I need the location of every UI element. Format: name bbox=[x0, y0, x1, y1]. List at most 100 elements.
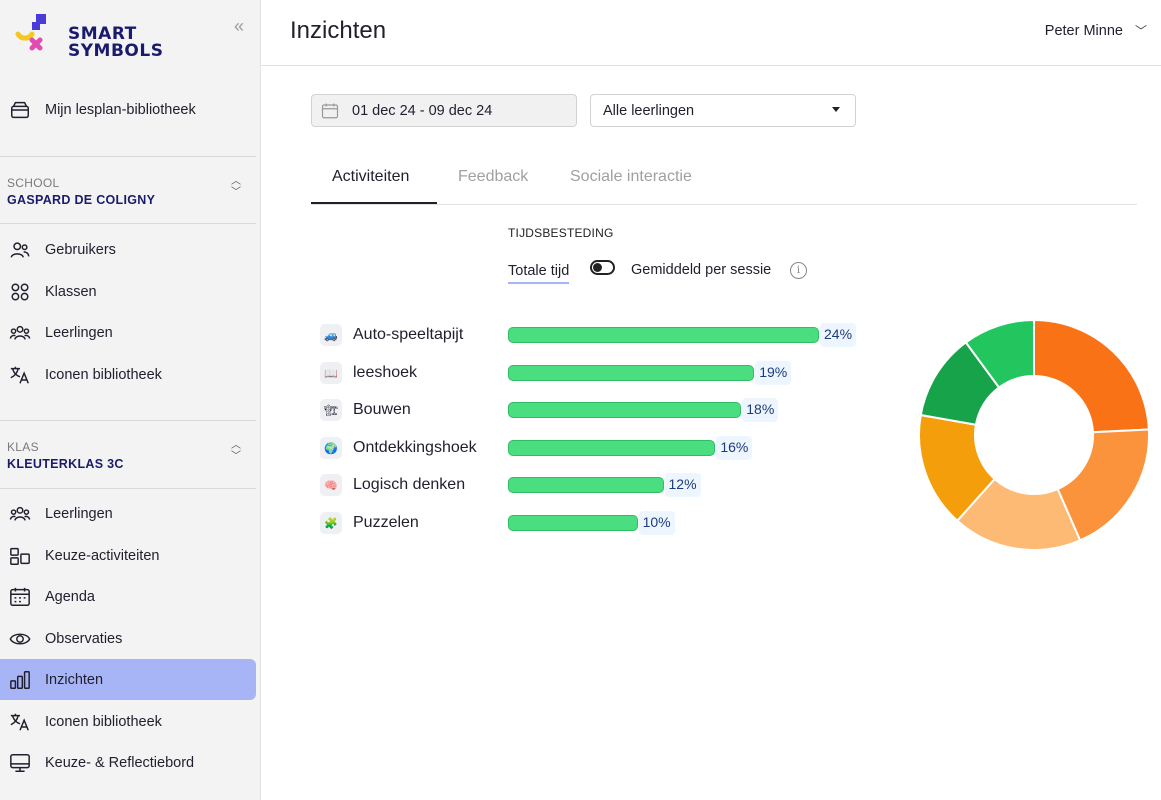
translate-icon bbox=[8, 363, 32, 387]
sidebar-item-observaties[interactable]: Observaties bbox=[0, 618, 256, 659]
bar-value-label: 24% bbox=[820, 323, 857, 347]
total-time-label[interactable]: Totale tijd bbox=[508, 263, 570, 284]
sidebar-item-iconen-klas[interactable]: Iconen bibliotheek bbox=[0, 701, 256, 742]
students-select-value: Alle leerlingen bbox=[603, 102, 695, 119]
logo-mark-icon bbox=[15, 14, 46, 51]
user-menu[interactable]: Peter Minne ﹀ bbox=[1045, 22, 1147, 39]
sidebar-item-label: Iconen bibliotheek bbox=[45, 713, 162, 730]
sidebar-item-label: Gebruikers bbox=[45, 241, 116, 258]
activity-label: Puzzelen bbox=[353, 514, 419, 531]
calendar-icon bbox=[8, 585, 32, 609]
date-range-picker[interactable]: 01 dec 24 - 09 dec 24 bbox=[311, 94, 577, 127]
date-range-value: 01 dec 24 - 09 dec 24 bbox=[352, 102, 493, 119]
tab-feedback[interactable]: Feedback bbox=[458, 168, 529, 185]
time-mode-toggle[interactable] bbox=[590, 260, 615, 275]
crane-icon: 🏗 bbox=[320, 399, 342, 421]
school-name: GASPARD DE COLIGNY bbox=[7, 193, 156, 207]
sidebar-item-gebruikers[interactable]: Gebruikers bbox=[0, 229, 256, 270]
bar-value-label: 19% bbox=[755, 361, 792, 385]
divider bbox=[0, 223, 256, 224]
grid-icon bbox=[8, 280, 32, 304]
bar bbox=[508, 402, 742, 418]
sidebar-item-label: Leerlingen bbox=[45, 505, 113, 522]
sidebar-item-label: Iconen bibliotheek bbox=[45, 366, 162, 383]
bar-value-label: 10% bbox=[638, 511, 675, 535]
school-selector[interactable]: SCHOOL GASPARD DE COLIGNY ︿ ﹀ bbox=[7, 176, 247, 207]
calendar-icon bbox=[321, 102, 339, 120]
bar-value-label: 16% bbox=[716, 436, 753, 460]
tab-sociale-interactie[interactable]: Sociale interactie bbox=[570, 168, 692, 185]
info-icon[interactable]: i bbox=[790, 262, 807, 279]
sidebar-item-label: Keuze-activiteiten bbox=[45, 547, 160, 564]
sidebar-item-inzichten[interactable]: Inzichten bbox=[0, 659, 256, 700]
sidebar-item-label: Leerlingen bbox=[45, 324, 113, 341]
time-donut-chart bbox=[918, 318, 1150, 551]
tabs-divider bbox=[311, 204, 1137, 205]
sidebar-item-label: Mijn lesplan-bibliotheek bbox=[45, 101, 196, 118]
header: Inzichten Peter Minne ﹀ bbox=[261, 0, 1161, 66]
group-icon bbox=[8, 321, 32, 345]
chevron-updown-icon[interactable]: ︿ ﹀ bbox=[231, 440, 241, 462]
translate-icon bbox=[8, 710, 32, 734]
bar bbox=[508, 327, 819, 343]
activity-label: Bouwen bbox=[353, 401, 411, 418]
monitor-icon bbox=[8, 751, 32, 775]
active-tab-indicator bbox=[311, 202, 437, 204]
tab-activiteiten[interactable]: Activiteiten bbox=[332, 168, 410, 185]
klas-selector[interactable]: KLAS KLEUTERKLAS 3C ︿ ﹀ bbox=[7, 440, 247, 471]
bar-value-label: 12% bbox=[664, 473, 701, 497]
chevron-down-icon[interactable]: ﹀ bbox=[1134, 24, 1147, 38]
sidebar-item-label: Klassen bbox=[45, 283, 97, 300]
sidebar-item-leerlingen-klas[interactable]: Leerlingen bbox=[0, 493, 256, 534]
group-icon bbox=[8, 502, 32, 526]
activity-label: Ontdekkingshoek bbox=[353, 439, 477, 456]
sidebar-item-keuze-activiteiten[interactable]: Keuze-activiteiten bbox=[0, 535, 256, 576]
activity-label: Auto-speeltapijt bbox=[353, 326, 464, 343]
divider bbox=[0, 488, 256, 489]
donut-slice-6[interactable] bbox=[964, 318, 1035, 389]
klas-name: KLEUTERKLAS 3C bbox=[7, 457, 124, 471]
divider bbox=[0, 156, 256, 157]
book-icon: 📖 bbox=[320, 362, 342, 384]
time-mode-toggle-row: Totale tijd Gemiddeld per sessie i bbox=[508, 260, 807, 284]
library-icon bbox=[8, 98, 32, 122]
car-icon: 🚙 bbox=[320, 324, 342, 346]
sidebar-item-klassen[interactable]: Klassen bbox=[0, 271, 256, 312]
bar bbox=[508, 440, 716, 456]
avg-per-session-label[interactable]: Gemiddeld per sessie bbox=[631, 262, 772, 278]
activity-label: leeshoek bbox=[353, 364, 418, 381]
collapse-sidebar-icon[interactable]: « bbox=[234, 16, 245, 36]
sidebar-item-label: Inzichten bbox=[45, 671, 104, 688]
section-caption: TIJDSBESTEDING bbox=[508, 226, 614, 240]
puzzle-icon: 🧩 bbox=[320, 512, 342, 534]
sidebar-item-label: Observaties bbox=[45, 630, 123, 647]
globe-icon: 🌍 bbox=[320, 437, 342, 459]
user-name: Peter Minne bbox=[1044, 22, 1123, 39]
activity-label: Logisch denken bbox=[353, 476, 466, 493]
choice-icon bbox=[8, 544, 32, 568]
bar bbox=[508, 365, 755, 381]
school-caption: SCHOOL bbox=[7, 176, 60, 190]
sidebar-item-keuze-reflectiebord[interactable]: Keuze- & Reflectiebord bbox=[0, 742, 256, 783]
chart-icon bbox=[8, 668, 32, 692]
klas-caption: KLAS bbox=[7, 440, 39, 454]
chevron-updown-icon[interactable]: ︿ ﹀ bbox=[231, 176, 241, 198]
divider bbox=[0, 420, 256, 421]
brain-icon: 🧠 bbox=[320, 474, 342, 496]
bar bbox=[508, 515, 638, 531]
toggle-knob bbox=[593, 263, 602, 272]
sidebar-item-library[interactable]: Mijn lesplan-bibliotheek bbox=[0, 89, 256, 130]
donut-slice-1[interactable] bbox=[1033, 318, 1150, 434]
sidebar-item-label: Agenda bbox=[45, 588, 95, 605]
sidebar-item-leerlingen-school[interactable]: Leerlingen bbox=[0, 312, 256, 353]
dropdown-arrow-icon[interactable] bbox=[832, 107, 840, 112]
smart-symbols-logo[interactable]: SMART SYMBOLS bbox=[14, 12, 163, 60]
users-icon bbox=[8, 238, 32, 262]
sidebar-item-iconen-school[interactable]: Iconen bibliotheek bbox=[0, 354, 256, 395]
bar-value-label: 18% bbox=[742, 398, 779, 422]
page-title: Inzichten bbox=[290, 17, 387, 44]
eye-icon bbox=[8, 627, 32, 651]
bar bbox=[508, 477, 664, 493]
sidebar-item-agenda[interactable]: Agenda bbox=[0, 576, 256, 617]
students-select[interactable]: Alle leerlingen bbox=[590, 94, 856, 127]
